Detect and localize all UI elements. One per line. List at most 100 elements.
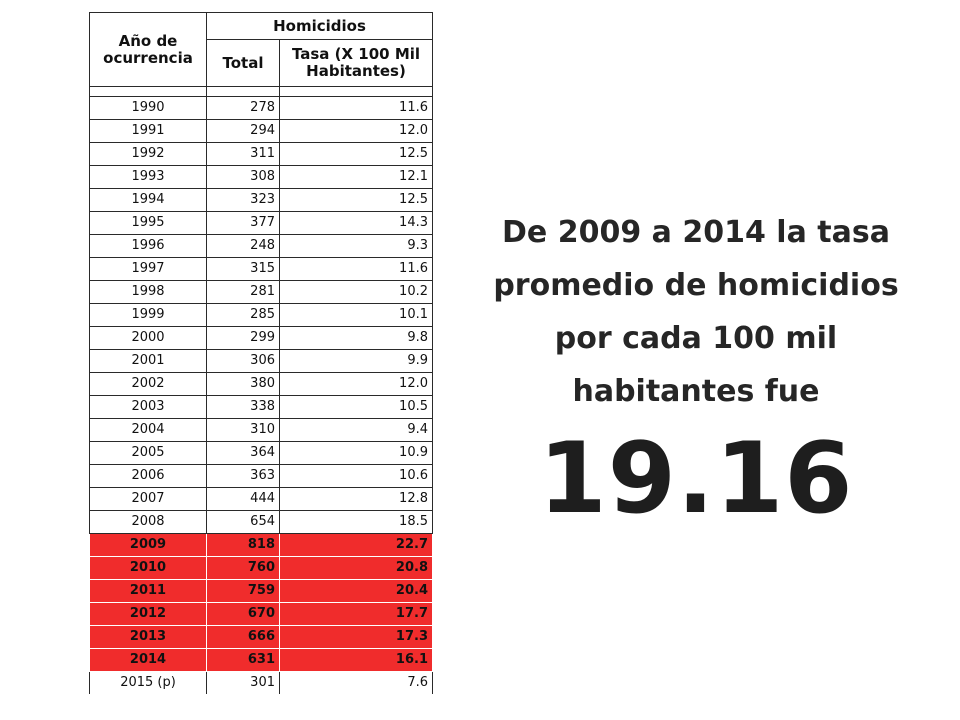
table-row: 2002 380 12.0 xyxy=(89,372,433,396)
year-cell: 1996 xyxy=(89,234,207,258)
rate-cell: 11.6 xyxy=(279,257,433,281)
year-cell: 2015 (p) xyxy=(89,671,207,694)
rate-cell: 10.9 xyxy=(279,441,433,465)
table-row: 2003 338 10.5 xyxy=(89,395,433,419)
headline-block: De 2009 a 2014 la tasa promedio de homic… xyxy=(462,206,930,534)
year-cell: 2014 xyxy=(89,648,207,672)
year-cell: 2004 xyxy=(89,418,207,442)
rate-cell: 20.8 xyxy=(279,556,433,580)
table-row: 2015 (p) 301 7.6 xyxy=(89,671,433,694)
total-cell: 363 xyxy=(206,464,280,488)
table-row: 2001 306 9.9 xyxy=(89,349,433,373)
year-cell: 1999 xyxy=(89,303,207,327)
rate-cell: 12.5 xyxy=(279,188,433,212)
total-column-header: Total xyxy=(206,39,280,87)
table-body: 1990 278 11.6 1991 294 12.0 1992 311 12.5 1993 308… xyxy=(89,96,433,694)
year-cell: 1998 xyxy=(89,280,207,304)
rate-cell: 9.4 xyxy=(279,418,433,442)
table-row: 2012 670 17.7 xyxy=(89,602,433,626)
average-rate-value: 19.16 xyxy=(538,422,854,536)
year-cell: 2011 xyxy=(89,579,207,603)
rate-cell: 16.1 xyxy=(279,648,433,672)
rate-cell: 10.6 xyxy=(279,464,433,488)
table-row: 1994 323 12.5 xyxy=(89,188,433,212)
year-cell: 2001 xyxy=(89,349,207,373)
year-cell: 2010 xyxy=(89,556,207,580)
year-cell: 2008 xyxy=(89,510,207,534)
rate-cell: 12.5 xyxy=(279,142,433,166)
total-cell: 444 xyxy=(206,487,280,511)
table-row: 2014 631 16.1 xyxy=(89,648,433,672)
rate-cell: 14.3 xyxy=(279,211,433,235)
year-column-header: Año de ocurrencia xyxy=(89,12,207,87)
table-row: 1996 248 9.3 xyxy=(89,234,433,258)
rate-cell: 9.3 xyxy=(279,234,433,258)
total-cell: 759 xyxy=(206,579,280,603)
year-cell: 2012 xyxy=(89,602,207,626)
table-row: 1999 285 10.1 xyxy=(89,303,433,327)
table-row: 1992 311 12.5 xyxy=(89,142,433,166)
rate-cell: 7.6 xyxy=(279,671,433,694)
headline-text: De 2009 a 2014 la tasa promedio de homic… xyxy=(493,215,899,409)
total-cell: 248 xyxy=(206,234,280,258)
year-cell: 2000 xyxy=(89,326,207,350)
rate-cell: 10.5 xyxy=(279,395,433,419)
rate-cell: 12.8 xyxy=(279,487,433,511)
table-row: 1991 294 12.0 xyxy=(89,119,433,143)
homicide-table: Año de ocurrencia Homicidios Total Tasa … xyxy=(89,12,433,694)
year-cell: 2003 xyxy=(89,395,207,419)
year-cell: 1995 xyxy=(89,211,207,235)
total-cell: 285 xyxy=(206,303,280,327)
total-cell: 294 xyxy=(206,119,280,143)
rate-cell: 18.5 xyxy=(279,510,433,534)
total-cell: 670 xyxy=(206,602,280,626)
rate-cell: 9.9 xyxy=(279,349,433,373)
rate-cell: 12.0 xyxy=(279,119,433,143)
total-cell: 323 xyxy=(206,188,280,212)
year-cell: 2002 xyxy=(89,372,207,396)
total-cell: 364 xyxy=(206,441,280,465)
total-cell: 310 xyxy=(206,418,280,442)
table-row: 1990 278 11.6 xyxy=(89,96,433,120)
total-cell: 311 xyxy=(206,142,280,166)
total-cell: 654 xyxy=(206,510,280,534)
total-cell: 380 xyxy=(206,372,280,396)
rate-column-header: Tasa (X 100 Mil Habitantes) xyxy=(279,39,433,87)
rate-cell: 17.3 xyxy=(279,625,433,649)
year-cell: 1993 xyxy=(89,165,207,189)
total-cell: 281 xyxy=(206,280,280,304)
year-cell: 2005 xyxy=(89,441,207,465)
total-cell: 631 xyxy=(206,648,280,672)
table-row: 1995 377 14.3 xyxy=(89,211,433,235)
total-cell: 301 xyxy=(206,671,280,694)
total-cell: 338 xyxy=(206,395,280,419)
total-cell: 315 xyxy=(206,257,280,281)
table-row: 2007 444 12.8 xyxy=(89,487,433,511)
table-row: 2000 299 9.8 xyxy=(89,326,433,350)
rate-cell: 11.6 xyxy=(279,96,433,120)
rate-cell: 10.2 xyxy=(279,280,433,304)
table-row: 2006 363 10.6 xyxy=(89,464,433,488)
total-cell: 308 xyxy=(206,165,280,189)
year-cell: 1991 xyxy=(89,119,207,143)
table-row: 2009 818 22.7 xyxy=(89,533,433,557)
table-row: 2008 654 18.5 xyxy=(89,510,433,534)
total-cell: 306 xyxy=(206,349,280,373)
year-cell: 1997 xyxy=(89,257,207,281)
total-cell: 760 xyxy=(206,556,280,580)
year-cell: 2007 xyxy=(89,487,207,511)
year-cell: 2006 xyxy=(89,464,207,488)
rate-cell: 17.7 xyxy=(279,602,433,626)
table-row: 1997 315 11.6 xyxy=(89,257,433,281)
rate-cell: 12.1 xyxy=(279,165,433,189)
total-cell: 666 xyxy=(206,625,280,649)
table-row: 2004 310 9.4 xyxy=(89,418,433,442)
year-cell: 1994 xyxy=(89,188,207,212)
table-row: 2005 364 10.9 xyxy=(89,441,433,465)
homicides-group-header: Homicidios xyxy=(206,12,433,40)
table-row: 2011 759 20.4 xyxy=(89,579,433,603)
homicide-table-container: Año de ocurrencia Homicidios Total Tasa … xyxy=(89,12,433,694)
year-cell: 1992 xyxy=(89,142,207,166)
rate-cell: 9.8 xyxy=(279,326,433,350)
table-row: 1998 281 10.2 xyxy=(89,280,433,304)
